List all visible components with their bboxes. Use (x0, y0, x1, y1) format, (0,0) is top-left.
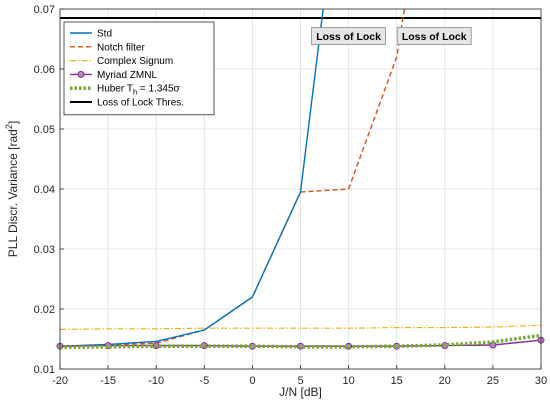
annotation-label: Loss of Lock (316, 31, 381, 43)
y-tick-label: 0.07 (34, 4, 55, 16)
x-tick-label: -5 (199, 375, 209, 387)
y-tick-label: 0.04 (34, 184, 55, 196)
annotations: Loss of Lock Loss of Lock (311, 27, 472, 45)
y-tick-label: 0.06 (34, 64, 55, 76)
x-tick-label: -10 (148, 375, 164, 387)
x-tick-label: 25 (487, 375, 499, 387)
x-tick-label: 15 (391, 375, 403, 387)
legend-label-myriad-zmnl: Myriad ZMNL (97, 70, 157, 81)
x-tick-label: 10 (342, 375, 354, 387)
legend-label-std: Std (97, 29, 112, 40)
y-tick-label: 0.03 (34, 244, 55, 256)
y-tick-label: 0.05 (34, 124, 55, 136)
x-tick-label: 30 (535, 375, 547, 387)
legend-label-notch-filter: Notch filter (97, 42, 145, 53)
legend-label-huber-t: Huber Th = 1.345σ (97, 84, 181, 97)
y-tick-label: 0.02 (34, 304, 55, 316)
legend-label-loss-of-lock-thres: Loss of Lock Thres. (97, 98, 184, 109)
y-tick-label: 0.01 (34, 364, 55, 376)
y-axis-label: PLL Discr. Variance [rad2] (4, 121, 20, 257)
x-tick-label: -20 (52, 375, 68, 387)
legend-marker (77, 70, 85, 78)
annotation-label: Loss of Lock (402, 31, 467, 43)
x-axis-label: J/N [dB] (279, 385, 322, 399)
annotation-box (396, 27, 472, 45)
x-tick-label: 0 (249, 375, 255, 387)
legend-box (63, 21, 215, 116)
x-tick-label: 5 (297, 375, 303, 387)
x-tick-label: -15 (100, 375, 116, 387)
series-huber-t (60, 333, 541, 350)
x-tick-label: 20 (439, 375, 451, 387)
legend: Std Notch filter Complex Signum Myriad ZMNL… (63, 21, 215, 116)
plot-series (56, 9, 545, 350)
legend-label-complex-signum: Complex Signum (97, 56, 173, 67)
annotation-box (311, 27, 387, 45)
axis-ticks: -20 -15 -10 -5 0 5 10 15 20 25 30 0.01 0.02 0.03 0.04 0… (34, 4, 548, 387)
